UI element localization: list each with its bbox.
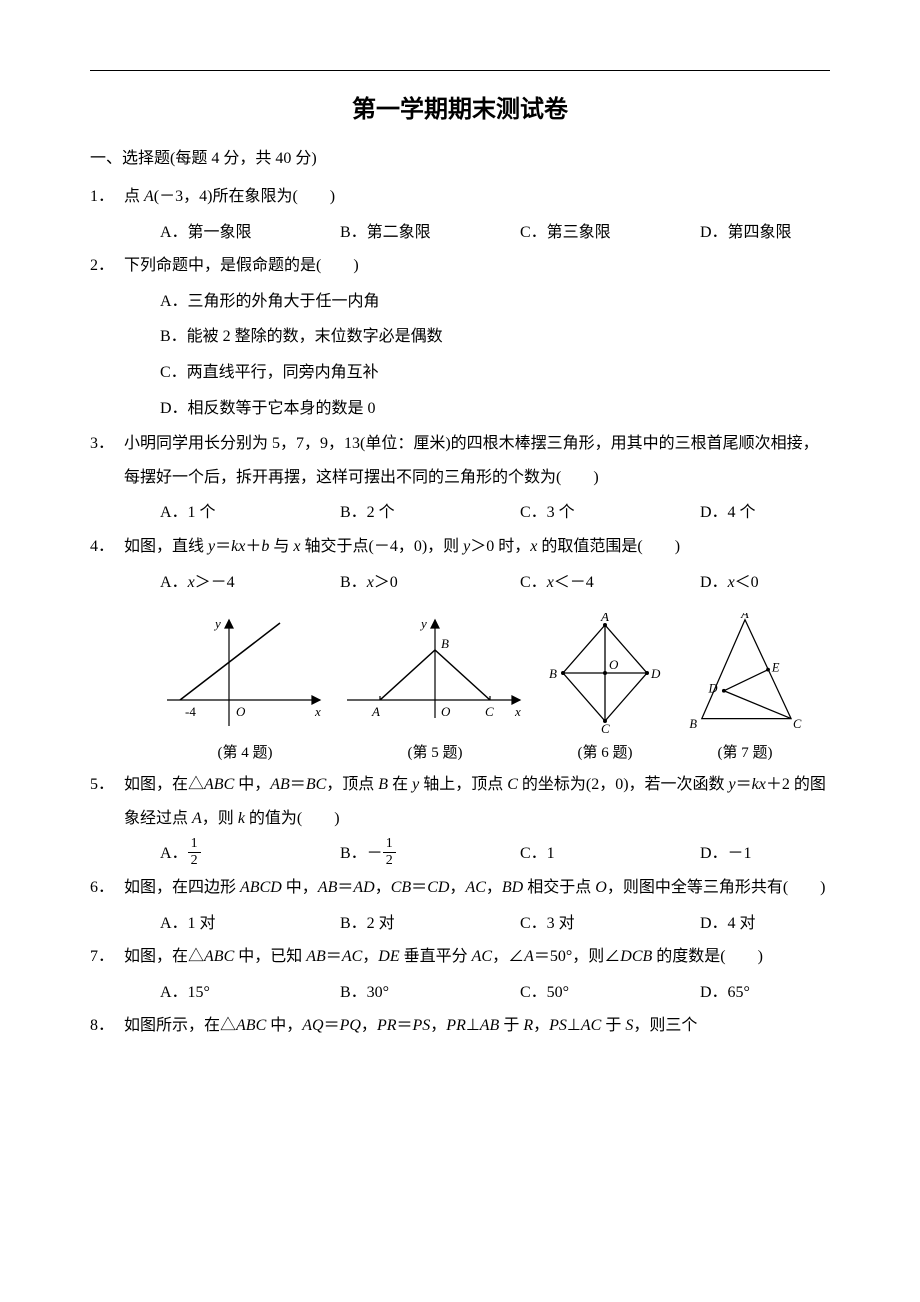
q5-opt-b: B．－12 (340, 837, 520, 871)
fig5-y: y (419, 616, 427, 631)
q2-stem: 下列命题中，是假命题的是( ) (124, 249, 830, 283)
q8-stem: 如图所示，在△ABC 中，AQ＝PQ，PR＝PS，PR⊥AB 于 R，PS⊥AC… (124, 1009, 830, 1043)
fig7-svg: A B C D E (680, 613, 810, 733)
q7-stem: 如图，在△ABC 中，已知 AB＝AC，DE 垂直平分 AC，∠A＝50°，则∠… (124, 940, 830, 974)
q8-number: 8． (90, 1009, 124, 1043)
q4-opt-b: B．x＞0 (340, 566, 520, 600)
q4-number: 4． (90, 530, 124, 564)
q3-opt-d: D．4 个 (700, 496, 880, 530)
q5-opt-d: D．－1 (700, 837, 880, 871)
question-3: 3． 小明同学用长分别为 5，7，9，13(单位：厘米)的四根木棒摆三角形，用其… (90, 427, 830, 494)
q1-opt-a: A．第一象限 (160, 216, 340, 250)
q7-opt-d: D．65° (700, 976, 880, 1010)
q1-opt-b: B．第二象限 (340, 216, 520, 250)
q2-number: 2． (90, 249, 124, 283)
q6-opt-a: A．1 对 (160, 907, 340, 941)
q5-opt-a: A．12 (160, 837, 340, 871)
q1-opt-c: C．第三象限 (520, 216, 700, 250)
fig7-caption: (第 7 题) (680, 741, 810, 762)
fig5-B: B (441, 636, 449, 651)
q5-stem: 如图，在△ABC 中，AB＝BC，顶点 B 在 y 轴上，顶点 C 的坐标为(2… (124, 768, 830, 835)
q1-stem: 点 A(－3，4)所在象限为( ) (124, 180, 830, 214)
q2-options: A．三角形的外角大于任一内角 B．能被 2 整除的数，末位数字必是偶数 C．两直… (160, 285, 830, 425)
figure-q4: -4 O x y (第 4 题) (160, 613, 330, 762)
q7-opt-b: B．30° (340, 976, 520, 1010)
q4-opt-d: D．x＜0 (700, 566, 880, 600)
fig4-caption: (第 4 题) (160, 741, 330, 762)
fig6-O: O (609, 657, 619, 672)
question-8: 8． 如图所示，在△ABC 中，AQ＝PQ，PR＝PS，PR⊥AB 于 R，PS… (90, 1009, 830, 1043)
fig7-D: D (708, 682, 718, 696)
q1-options: A．第一象限 B．第二象限 C．第三象限 D．第四象限 (160, 216, 830, 250)
figures-row: -4 O x y (第 4 题) A B (160, 613, 830, 762)
q7-options: A．15° B．30° C．50° D．65° (160, 976, 830, 1010)
section-heading: 一、选择题(每题 4 分，共 40 分) (90, 144, 830, 168)
fig6-svg: A B C D O (540, 613, 670, 733)
fig5-C: C (485, 704, 494, 719)
q3-opt-a: A．1 个 (160, 496, 340, 530)
q7-opt-a: A．15° (160, 976, 340, 1010)
q4-stem: 如图，直线 y＝kx＋b 与 x 轴交于点(－4，0)，则 y＞0 时，x 的取… (124, 530, 830, 564)
q3-opt-c: C．3 个 (520, 496, 700, 530)
fig5-A: A (371, 704, 380, 719)
q5-number: 5． (90, 768, 124, 835)
fig4-x: x (314, 704, 321, 719)
fig7-B: B (689, 717, 697, 731)
q6-opt-b: B．2 对 (340, 907, 520, 941)
exam-page: 第一学期期末测试卷 一、选择题(每题 4 分，共 40 分) 1． 点 A(－3… (0, 0, 920, 1302)
figure-q6: A B C D O (第 6 题) (540, 613, 670, 762)
question-7: 7． 如图，在△ABC 中，已知 AB＝AC，DE 垂直平分 AC，∠A＝50°… (90, 940, 830, 974)
fig4-tick: -4 (185, 704, 196, 719)
q6-options: A．1 对 B．2 对 C．3 对 D．4 对 (160, 907, 830, 941)
fig5-x: x (514, 704, 521, 719)
q3-number: 3． (90, 427, 124, 494)
q4-opt-c: C．x＜－4 (520, 566, 700, 600)
fig5-O: O (441, 704, 451, 719)
top-rule (90, 70, 830, 71)
q3-options: A．1 个 B．2 个 C．3 个 D．4 个 (160, 496, 830, 530)
page-title: 第一学期期末测试卷 (90, 89, 830, 124)
fig7-A: A (740, 613, 749, 621)
q2-opt-a: A．三角形的外角大于任一内角 (160, 285, 830, 319)
q5-options: A．12 B．－12 C．1 D．－1 (160, 837, 830, 871)
q3-opt-b: B．2 个 (340, 496, 520, 530)
fig4-svg: -4 O x y (160, 613, 330, 733)
fig4-y: y (213, 616, 221, 631)
fig6-D: D (650, 666, 661, 681)
q6-stem: 如图，在四边形 ABCD 中，AB＝AD，CB＝CD，AC，BD 相交于点 O，… (124, 871, 830, 905)
q2-opt-b: B．能被 2 整除的数，末位数字必是偶数 (160, 320, 830, 354)
fig4-O: O (236, 704, 246, 719)
question-2: 2． 下列命题中，是假命题的是( ) (90, 249, 830, 283)
fig6-A: A (600, 613, 609, 624)
q7-number: 7． (90, 940, 124, 974)
q3-stem: 小明同学用长分别为 5，7，9，13(单位：厘米)的四根木棒摆三角形，用其中的三… (124, 427, 830, 494)
q4-options: A．x＞－4 B．x＞0 C．x＜－4 D．x＜0 (160, 566, 830, 600)
figure-q5: A B C O x y (第 5 题) (340, 613, 530, 762)
q7-opt-c: C．50° (520, 976, 700, 1010)
fig6-B: B (549, 666, 557, 681)
q4-opt-a: A．x＞－4 (160, 566, 340, 600)
fig6-C: C (601, 721, 610, 733)
fig5-caption: (第 5 题) (340, 741, 530, 762)
figure-q7: A B C D E (第 7 题) (680, 613, 810, 762)
fig7-E: E (771, 661, 780, 675)
q5-opt-c: C．1 (520, 837, 700, 871)
question-1: 1． 点 A(－3，4)所在象限为( ) (90, 180, 830, 214)
q2-opt-c: C．两直线平行，同旁内角互补 (160, 356, 830, 390)
q6-opt-c: C．3 对 (520, 907, 700, 941)
question-4: 4． 如图，直线 y＝kx＋b 与 x 轴交于点(－4，0)，则 y＞0 时，x… (90, 530, 830, 564)
q6-opt-d: D．4 对 (700, 907, 880, 941)
q6-number: 6． (90, 871, 124, 905)
question-5: 5． 如图，在△ABC 中，AB＝BC，顶点 B 在 y 轴上，顶点 C 的坐标… (90, 768, 830, 835)
q1-number: 1． (90, 180, 124, 214)
q2-opt-d: D．相反数等于它本身的数是 0 (160, 392, 830, 426)
fig5-svg: A B C O x y (340, 613, 530, 733)
question-6: 6． 如图，在四边形 ABCD 中，AB＝AD，CB＝CD，AC，BD 相交于点… (90, 871, 830, 905)
fig6-caption: (第 6 题) (540, 741, 670, 762)
fig7-C: C (793, 717, 802, 731)
q1-opt-d: D．第四象限 (700, 216, 880, 250)
